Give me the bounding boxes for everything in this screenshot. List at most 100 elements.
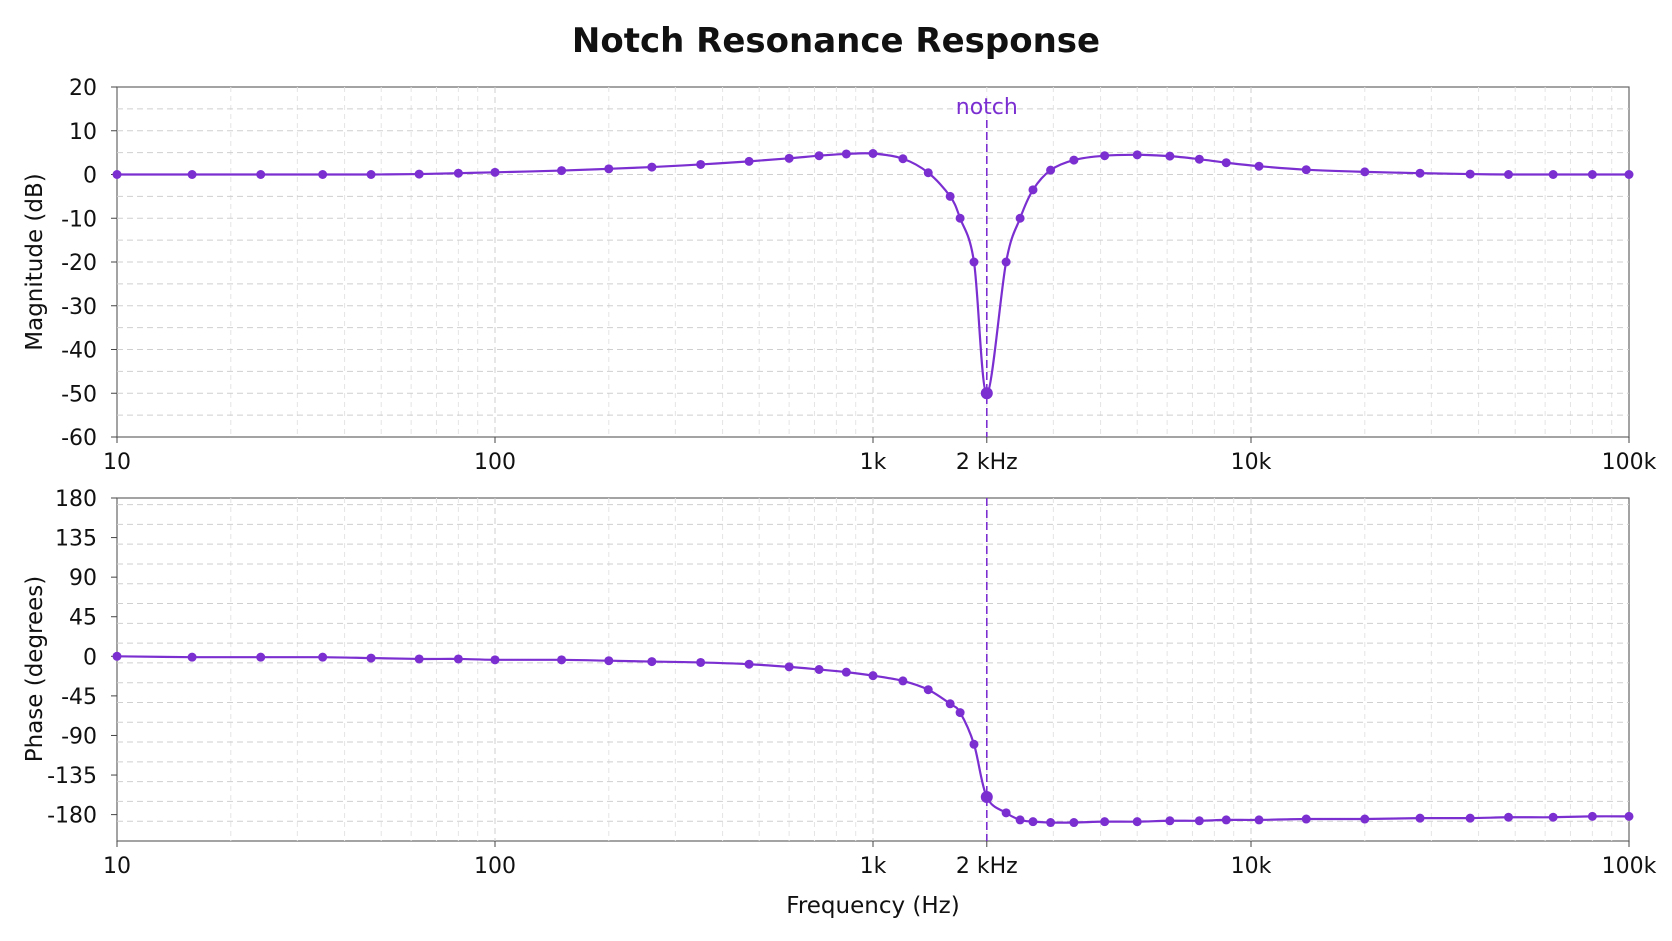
magnitude-data-point bbox=[898, 154, 908, 164]
phase-data-point bbox=[841, 667, 851, 677]
phase-y-tick-label: -45 bbox=[61, 685, 97, 710]
magnitude-x-tick-label: 100k bbox=[1602, 450, 1657, 475]
magnitude-data-point bbox=[696, 159, 706, 169]
phase-y-tick-label: -180 bbox=[47, 804, 97, 829]
phase-data-point bbox=[980, 791, 993, 804]
magnitude-y-tick-label: 0 bbox=[83, 164, 97, 189]
magnitude-data-point bbox=[923, 168, 933, 178]
x-axis-label: Frequency (Hz) bbox=[786, 893, 959, 919]
magnitude-data-point bbox=[1624, 170, 1634, 179]
magnitude-data-point bbox=[366, 170, 376, 179]
phase-x-tick-label: 10k bbox=[1231, 854, 1272, 879]
magnitude-data-point bbox=[1548, 170, 1558, 179]
magnitude-data-point bbox=[414, 169, 424, 179]
magnitude-y-axis-label: Magnitude (dB) bbox=[22, 173, 48, 351]
phase-data-point bbox=[923, 685, 933, 695]
magnitude-y-tick-label: 20 bbox=[69, 76, 97, 101]
magnitude-x-tick-label: 2 kHz bbox=[956, 450, 1018, 475]
magnitude-data-point bbox=[256, 170, 266, 179]
magnitude-data-point bbox=[980, 387, 993, 400]
phase-data-point bbox=[955, 708, 965, 718]
phase-data-point bbox=[1046, 818, 1056, 828]
magnitude-data-point bbox=[841, 149, 851, 159]
phase-y-tick-label: 0 bbox=[83, 645, 97, 670]
magnitude-data-point bbox=[1465, 169, 1475, 179]
phase-data-point bbox=[1015, 815, 1025, 825]
magnitude-data-point bbox=[868, 149, 878, 158]
magnitude-data-point bbox=[1046, 165, 1056, 175]
phase-data-point bbox=[1165, 816, 1175, 826]
magnitude-data-point bbox=[784, 153, 794, 163]
phase-series bbox=[112, 651, 1634, 828]
phase-data-point bbox=[1301, 814, 1311, 824]
phase-y-tick-label: 135 bbox=[55, 527, 97, 552]
phase-data-point bbox=[1254, 815, 1264, 825]
phase-data-point bbox=[414, 654, 424, 664]
phase-data-point bbox=[744, 659, 754, 669]
phase-data-point bbox=[1194, 816, 1204, 826]
magnitude-y-tick-label: -10 bbox=[61, 207, 97, 232]
magnitude-data-point bbox=[647, 162, 657, 172]
phase-data-point bbox=[453, 654, 463, 664]
magnitude-data-point bbox=[1254, 161, 1264, 171]
phase-y-tick-label: -135 bbox=[47, 764, 97, 789]
phase-data-point bbox=[868, 671, 878, 681]
magnitude-data-point bbox=[557, 166, 567, 176]
magnitude-data-point bbox=[318, 170, 328, 179]
magnitude-y-tick-label: -20 bbox=[61, 251, 97, 276]
phase-data-point bbox=[1624, 811, 1634, 821]
phase-y-tick-label: 180 bbox=[55, 487, 97, 512]
magnitude-data-point bbox=[604, 164, 614, 174]
phase-y-ticks: 180 135 90 45 0 -45 -90 -135 -180 bbox=[47, 487, 117, 829]
phase-data-point bbox=[1069, 818, 1079, 828]
phase-data-point bbox=[318, 652, 328, 662]
phase-data-point bbox=[1465, 813, 1475, 823]
phase-x-tick-label: 100 bbox=[474, 854, 516, 879]
phase-data-point bbox=[814, 665, 824, 674]
magnitude-data-point bbox=[1504, 170, 1514, 179]
phase-x-tick-label: 1k bbox=[860, 854, 887, 879]
magnitude-y-tick-label: -50 bbox=[61, 382, 97, 407]
phase-data-point bbox=[1028, 817, 1038, 827]
phase-data-point bbox=[366, 653, 376, 663]
magnitude-data-point bbox=[490, 167, 500, 177]
phase-grid bbox=[117, 498, 1629, 841]
magnitude-x-ticks: 10 100 1k 2 kHz 10k 100k bbox=[103, 437, 1657, 475]
phase-data-point bbox=[1360, 814, 1370, 824]
phase-data-point bbox=[1587, 811, 1597, 821]
magnitude-data-point bbox=[1001, 257, 1011, 267]
magnitude-data-point bbox=[1301, 165, 1311, 175]
magnitude-y-tick-label: -60 bbox=[61, 426, 97, 451]
magnitude-x-tick-label: 10 bbox=[103, 450, 131, 475]
phase-data-point bbox=[696, 657, 706, 667]
magnitude-data-point bbox=[1100, 151, 1110, 161]
phase-data-point bbox=[898, 676, 908, 686]
notch-marker-label: notch bbox=[956, 95, 1018, 120]
magnitude-data-point bbox=[969, 257, 979, 267]
phase-data-point bbox=[784, 662, 794, 672]
chart-title: Notch Resonance Response bbox=[572, 21, 1100, 61]
magnitude-grid bbox=[117, 87, 1629, 437]
magnitude-y-tick-label: -40 bbox=[61, 339, 97, 364]
phase-y-axis-label: Phase (degrees) bbox=[22, 576, 48, 763]
phase-data-point bbox=[647, 657, 657, 667]
magnitude-series bbox=[112, 149, 1634, 400]
phase-data-point bbox=[256, 652, 266, 662]
magnitude-data-point bbox=[1028, 185, 1038, 195]
phase-y-tick-label: 90 bbox=[69, 566, 97, 591]
magnitude-data-point bbox=[744, 156, 754, 166]
phase-data-point bbox=[945, 699, 955, 709]
magnitude-data-point bbox=[1194, 154, 1204, 164]
phase-x-tick-label: 10 bbox=[103, 854, 131, 879]
magnitude-x-tick-label: 100 bbox=[474, 450, 516, 475]
magnitude-data-point bbox=[1069, 155, 1079, 165]
phase-x-tick-label: 2 kHz bbox=[956, 854, 1018, 879]
magnitude-data-point bbox=[453, 168, 463, 178]
phase-data-point bbox=[490, 655, 500, 665]
magnitude-y-tick-label: 10 bbox=[69, 120, 97, 145]
phase-data-point bbox=[1415, 813, 1425, 823]
magnitude-y-tick-label: -30 bbox=[61, 295, 97, 320]
